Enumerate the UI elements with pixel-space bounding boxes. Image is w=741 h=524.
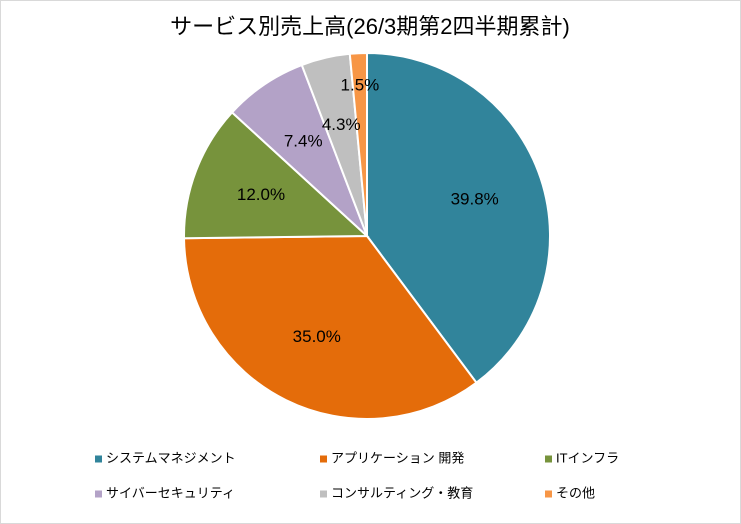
legend-label: コンサルティング・教育 xyxy=(331,485,473,500)
legend-swatch xyxy=(545,455,552,463)
value-label: 39.8% xyxy=(451,190,499,209)
pie-slice xyxy=(183,234,478,420)
chart-title: サービス別売上高(26/3期第2四半期累計) xyxy=(170,14,570,39)
legend-label: サイバーセキュリティ xyxy=(106,485,235,500)
value-label: 35.0% xyxy=(293,327,341,346)
legend-label: ITインフラ xyxy=(556,450,619,465)
legend-swatch xyxy=(545,490,552,498)
value-label: 7.4% xyxy=(284,132,323,151)
legend-swatch xyxy=(320,455,327,463)
legend-label: アプリケーション 開発 xyxy=(331,450,464,465)
legend-swatch xyxy=(95,490,102,498)
pie-slice xyxy=(348,51,368,237)
pie-slice xyxy=(183,111,370,240)
legend-swatch xyxy=(95,455,102,463)
legend-label: システムマネジメント xyxy=(106,450,236,465)
value-label: 4.3% xyxy=(322,115,361,134)
value-label: 12.0% xyxy=(237,185,285,204)
legend-swatch xyxy=(320,490,327,498)
pie-slice xyxy=(366,51,551,385)
legend-label: その他 xyxy=(556,485,595,500)
value-label: 1.5% xyxy=(341,76,380,95)
